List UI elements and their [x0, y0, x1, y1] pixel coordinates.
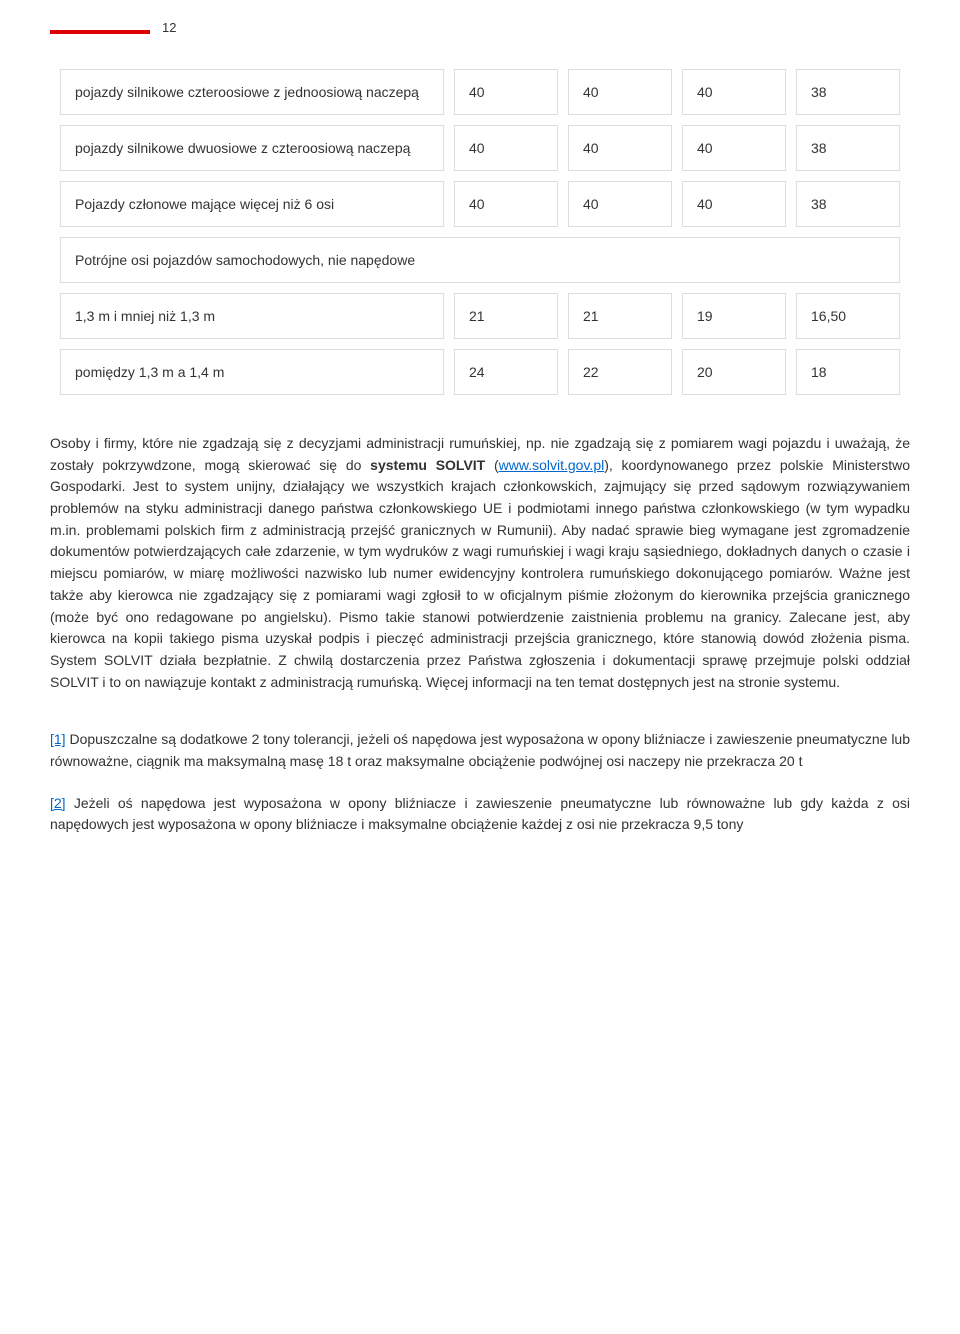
footnote-1: [1] Dopuszczalne są dodatkowe 2 tony tol…	[50, 729, 910, 772]
table-section-header: Potrójne osi pojazdów samochodowych, nie…	[60, 237, 900, 283]
body-text-1d: ), koordynowanego przez polskie Minister…	[50, 457, 910, 690]
table-value-cell: 40	[682, 69, 786, 115]
table-value-cell: 40	[568, 125, 672, 171]
table-value-cell: 21	[568, 293, 672, 339]
footnotes: [1] Dopuszczalne są dodatkowe 2 tony tol…	[50, 729, 910, 836]
table-value-cell: 40	[454, 125, 558, 171]
table-value-cell: 40	[682, 125, 786, 171]
accent-bar	[50, 30, 150, 34]
table-value-cell: 40	[454, 69, 558, 115]
table-value-cell: 40	[568, 181, 672, 227]
table-value-cell: 20	[682, 349, 786, 395]
table-value-cell: 16,50	[796, 293, 900, 339]
table-value-cell: 40	[682, 181, 786, 227]
table-row: pomiędzy 1,3 m a 1,4 m24222018	[60, 349, 900, 395]
table-value-cell: 24	[454, 349, 558, 395]
table-row: Potrójne osi pojazdów samochodowych, nie…	[60, 237, 900, 283]
data-table: pojazdy silnikowe czteroosiowe z jednoos…	[50, 59, 910, 405]
footnote-1-text: Dopuszczalne są dodatkowe 2 tony toleran…	[50, 731, 910, 769]
table-label-cell: Pojazdy członowe mające więcej niż 6 osi	[60, 181, 444, 227]
footnote-2: [2] Jeżeli oś napędowa jest wyposażona w…	[50, 793, 910, 836]
table-value-cell: 38	[796, 125, 900, 171]
table-label-cell: pomiędzy 1,3 m a 1,4 m	[60, 349, 444, 395]
table-value-cell: 38	[796, 181, 900, 227]
body-text-1c: (	[485, 457, 498, 473]
table-value-cell: 40	[568, 69, 672, 115]
solvit-link[interactable]: www.solvit.gov.pl	[499, 457, 605, 473]
footnote-2-text: Jeżeli oś napędowa jest wyposażona w opo…	[50, 795, 910, 833]
table-value-cell: 22	[568, 349, 672, 395]
table-value-cell: 40	[454, 181, 558, 227]
table-row: pojazdy silnikowe czteroosiowe z jednoos…	[60, 69, 900, 115]
table-label-cell: 1,3 m i mniej niż 1,3 m	[60, 293, 444, 339]
table-value-cell: 38	[796, 69, 900, 115]
body-paragraph: Osoby i firmy, które nie zgadzają się z …	[50, 433, 910, 693]
table-value-cell: 21	[454, 293, 558, 339]
table-row: 1,3 m i mniej niż 1,3 m21211916,50	[60, 293, 900, 339]
table-value-cell: 19	[682, 293, 786, 339]
table-value-cell: 18	[796, 349, 900, 395]
table-row: pojazdy silnikowe dwuosiowe z czteroosio…	[60, 125, 900, 171]
page-number: 12	[162, 20, 910, 35]
table-label-cell: pojazdy silnikowe czteroosiowe z jednoos…	[60, 69, 444, 115]
body-bold-solvit: systemu SOLVIT	[370, 457, 485, 473]
footnote-ref-1[interactable]: [1]	[50, 731, 66, 747]
footnote-ref-2[interactable]: [2]	[50, 795, 66, 811]
table-label-cell: pojazdy silnikowe dwuosiowe z czteroosio…	[60, 125, 444, 171]
table-row: Pojazdy członowe mające więcej niż 6 osi…	[60, 181, 900, 227]
